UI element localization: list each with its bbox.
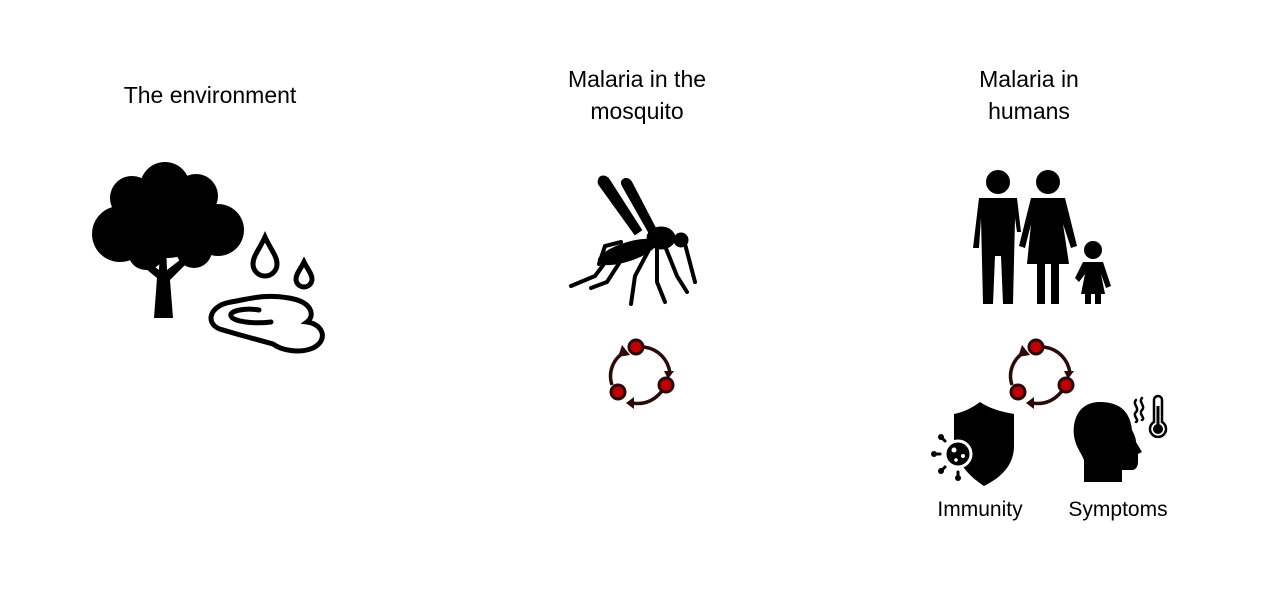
immunity-label: Immunity bbox=[937, 498, 1023, 521]
humans-title: Malaria in humans bbox=[979, 66, 1079, 124]
thermometer-icon bbox=[1148, 394, 1168, 439]
lifecycle-icon bbox=[1008, 338, 1075, 409]
environment-title: The environment bbox=[123, 82, 297, 108]
water-drops-icon bbox=[250, 231, 315, 290]
lifecycle-icon bbox=[608, 338, 675, 409]
mosquito-title: Malaria in the mosquito bbox=[567, 66, 707, 124]
family-icon bbox=[973, 170, 1111, 304]
puddle-icon bbox=[208, 293, 325, 354]
mosquito-icon bbox=[569, 175, 697, 306]
shield-virus-icon bbox=[931, 402, 1014, 486]
tree-icon bbox=[92, 162, 244, 318]
symptoms-label: Symptoms bbox=[1068, 498, 1168, 521]
head-fever-icon bbox=[1073, 396, 1145, 482]
